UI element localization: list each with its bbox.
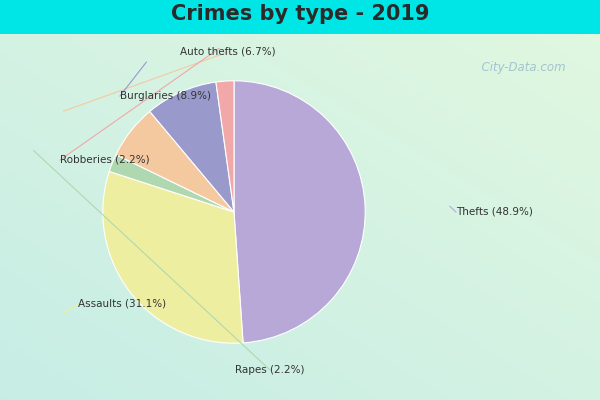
- Text: Thefts (48.9%): Thefts (48.9%): [456, 207, 533, 217]
- Text: Crimes by type - 2019: Crimes by type - 2019: [171, 4, 429, 24]
- Wedge shape: [109, 155, 234, 212]
- Text: Robberies (2.2%): Robberies (2.2%): [60, 155, 149, 165]
- Text: Rapes (2.2%): Rapes (2.2%): [235, 365, 305, 375]
- Wedge shape: [116, 112, 234, 212]
- Wedge shape: [234, 81, 365, 343]
- Wedge shape: [216, 81, 234, 212]
- Text: Auto thefts (6.7%): Auto thefts (6.7%): [180, 47, 276, 57]
- Text: Assaults (31.1%): Assaults (31.1%): [78, 299, 166, 309]
- Wedge shape: [103, 172, 243, 343]
- Text: City-Data.com: City-Data.com: [474, 62, 566, 74]
- Text: Burglaries (8.9%): Burglaries (8.9%): [120, 91, 211, 101]
- Wedge shape: [150, 82, 234, 212]
